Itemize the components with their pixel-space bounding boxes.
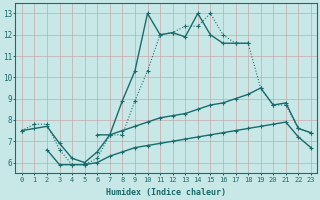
X-axis label: Humidex (Indice chaleur): Humidex (Indice chaleur) [106, 188, 226, 197]
